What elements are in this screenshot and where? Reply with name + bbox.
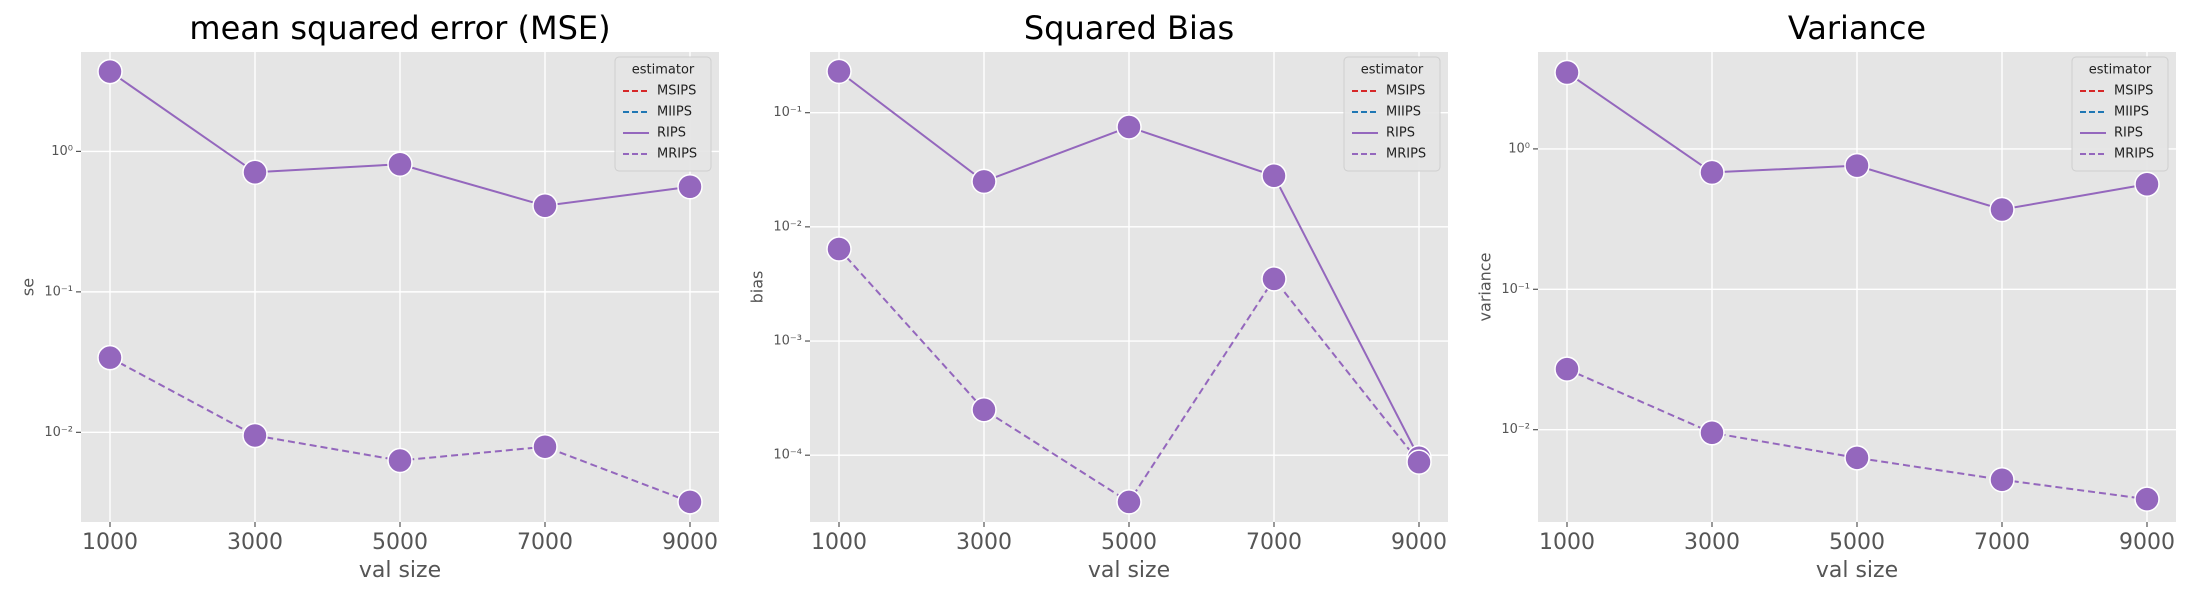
legend-box bbox=[614, 56, 712, 172]
x-tick-label: 9000 bbox=[2119, 530, 2175, 555]
x-tick-label: 3000 bbox=[956, 530, 1012, 555]
x-tick-label: 7000 bbox=[1974, 530, 2030, 555]
marker bbox=[971, 168, 997, 195]
x-tick-label: 5000 bbox=[1101, 530, 1157, 555]
marker bbox=[2134, 486, 2160, 512]
marker bbox=[532, 193, 558, 219]
y-tick-label: 10⁻¹ bbox=[773, 105, 802, 120]
chart-title: mean squared error (MSE) bbox=[189, 9, 610, 47]
legend-label: MIIPS bbox=[1386, 105, 1421, 120]
subplot: 1000 3000 5000 7000 9000 10⁻² 10⁻¹ 10⁰ Variance v… bbox=[1476, 9, 2176, 583]
y-tick-label: 10⁻¹ bbox=[44, 284, 73, 299]
chart-title: Variance bbox=[1788, 9, 1926, 47]
legend-label: RIPS bbox=[2114, 126, 2143, 141]
x-tick-label: 9000 bbox=[1391, 530, 1447, 555]
marker bbox=[242, 422, 268, 449]
subplot: 1000 3000 5000 7000 9000 10⁻⁴ 10⁻³ 10⁻² 10⁻¹ Squa… bbox=[748, 9, 1448, 583]
marker bbox=[826, 236, 852, 262]
legend-box bbox=[1343, 56, 1441, 172]
marker bbox=[677, 489, 703, 515]
x-axis-label: val size bbox=[359, 558, 441, 583]
x-tick-label: 5000 bbox=[372, 530, 428, 555]
marker bbox=[1116, 489, 1142, 515]
chart-title: Squared Bias bbox=[1024, 9, 1234, 47]
x-tick-label: 9000 bbox=[662, 530, 718, 555]
marker bbox=[1989, 196, 2015, 223]
marker bbox=[1554, 59, 1580, 86]
legend: estimator MSIPS MIIPS RIPS MRIPS bbox=[614, 56, 712, 172]
x-tick-label: 1000 bbox=[82, 530, 138, 555]
marker bbox=[1554, 356, 1580, 382]
x-tick-label: 1000 bbox=[811, 530, 867, 555]
legend-label: MRIPS bbox=[657, 147, 697, 162]
y-tick-label: 10⁰ bbox=[1508, 141, 1530, 156]
x-tick-label: 1000 bbox=[1539, 530, 1595, 555]
x-tick-label: 7000 bbox=[517, 530, 573, 555]
marker bbox=[1844, 445, 1870, 471]
marker bbox=[826, 58, 852, 85]
y-axis-label: variance bbox=[1476, 253, 1495, 322]
y-tick-label: 10⁻² bbox=[1501, 422, 1530, 437]
legend-title: estimator bbox=[1361, 63, 1424, 78]
x-axis-label: val size bbox=[1088, 558, 1170, 583]
legend-label: MIIPS bbox=[657, 105, 692, 120]
x-axis-label: val size bbox=[1816, 558, 1898, 583]
legend-title: estimator bbox=[632, 63, 695, 78]
legend-label: MSIPS bbox=[2114, 84, 2153, 99]
y-tick-label: 10⁻¹ bbox=[1501, 282, 1530, 297]
marker bbox=[1116, 114, 1142, 140]
y-axis-label: bias bbox=[748, 271, 767, 304]
x-tick-label: 3000 bbox=[227, 530, 283, 555]
marker bbox=[97, 58, 123, 85]
marker bbox=[1261, 266, 1287, 292]
legend-label: MRIPS bbox=[1386, 147, 1426, 162]
legend-label: RIPS bbox=[657, 126, 686, 141]
legend-label: RIPS bbox=[1386, 126, 1415, 141]
marker bbox=[387, 151, 413, 177]
legend-title: estimator bbox=[2089, 63, 2152, 78]
marker bbox=[1261, 163, 1287, 189]
legend-label: MIIPS bbox=[2114, 105, 2149, 120]
y-tick-label: 10⁻⁴ bbox=[773, 448, 802, 463]
y-axis-label: se bbox=[19, 278, 38, 296]
marker bbox=[1699, 159, 1725, 186]
y-tick-label: 10⁻² bbox=[44, 425, 73, 440]
marker bbox=[677, 174, 703, 200]
marker bbox=[2134, 171, 2160, 198]
series-line bbox=[1566, 368, 2148, 501]
legend-label: MRIPS bbox=[2114, 147, 2154, 162]
legend-label: MSIPS bbox=[657, 84, 696, 99]
marker bbox=[242, 159, 268, 186]
x-tick-label: 5000 bbox=[1829, 530, 1885, 555]
marker bbox=[1844, 152, 1870, 179]
marker bbox=[1699, 420, 1725, 446]
legend: estimator MSIPS MIIPS RIPS MRIPS bbox=[1343, 56, 1441, 172]
marker bbox=[97, 344, 123, 371]
marker bbox=[971, 397, 997, 423]
y-tick-label: 10⁰ bbox=[51, 144, 73, 159]
marker bbox=[387, 447, 413, 474]
legend-label: MSIPS bbox=[1386, 84, 1425, 99]
legend-box bbox=[2071, 56, 2169, 172]
x-tick-label: 7000 bbox=[1246, 530, 1302, 555]
y-tick-label: 10⁻³ bbox=[773, 334, 802, 349]
x-tick-label: 3000 bbox=[1684, 530, 1740, 555]
marker bbox=[1989, 466, 2015, 493]
y-tick-label: 10⁻² bbox=[773, 219, 802, 234]
legend: estimator MSIPS MIIPS RIPS MRIPS bbox=[2071, 56, 2169, 172]
subplot: 1000 3000 5000 7000 9000 10⁻² 10⁻¹ 10⁰ mean squa… bbox=[19, 9, 719, 583]
marker bbox=[1406, 449, 1432, 475]
marker bbox=[532, 433, 558, 460]
